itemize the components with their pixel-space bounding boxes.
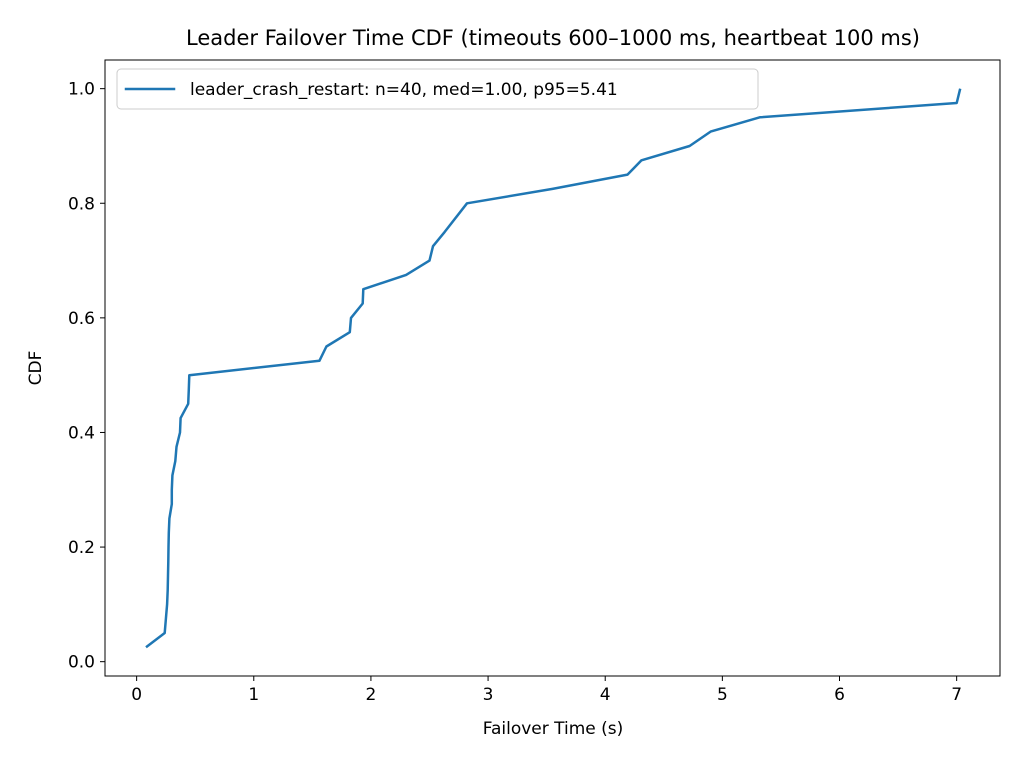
x-tick-label: 7 [951,685,962,705]
x-tick-label: 0 [131,685,142,705]
plot-area-frame [104,59,1001,677]
x-tick-label: 6 [834,685,845,705]
y-tick-label: 0.0 [68,653,95,673]
x-tick-label: 2 [366,685,377,705]
legend: leader_crash_restart: n=40, med=1.00, p9… [116,68,759,110]
legend-box [116,68,759,110]
y-tick-label: 0.8 [68,194,95,214]
x-tick-label: 5 [717,685,728,705]
x-tick-label: 3 [483,685,494,705]
x-tick-label: 4 [600,685,611,705]
y-tick-label: 1.0 [68,80,95,100]
x-tick-label: 1 [248,685,259,705]
chart-title: Leader Failover Time CDF (timeouts 600–1… [186,26,920,50]
y-tick-label: 0.4 [68,423,95,443]
legend-entry-label: leader_crash_restart: n=40, med=1.00, p9… [190,80,618,100]
x-axis-label: Failover Time (s) [483,719,624,739]
series-line-1 [145,88,962,649]
y-tick-label: 0.2 [68,538,95,558]
y-axis-label: CDF [26,351,46,386]
y-tick-label: 0.6 [68,309,95,329]
